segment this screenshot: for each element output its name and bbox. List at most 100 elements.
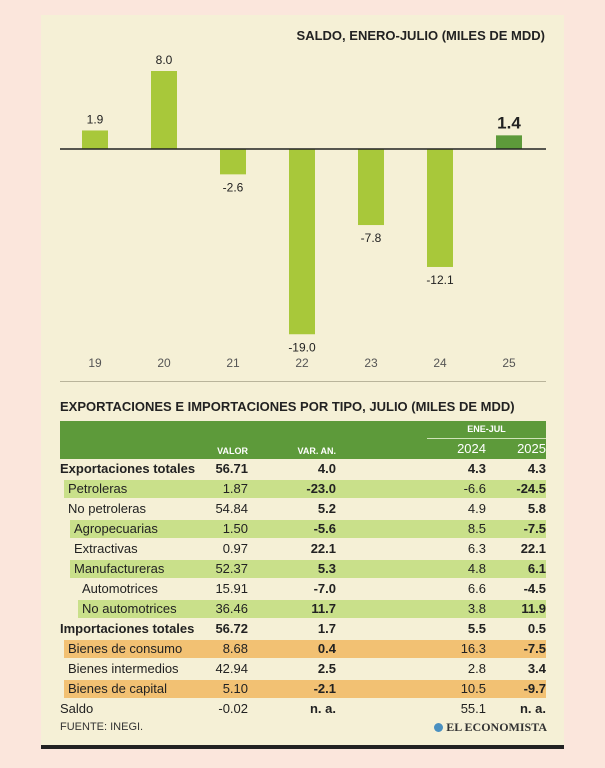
cell-2024: 4.3 — [467, 461, 486, 476]
cell-var: 1.7 — [317, 621, 336, 636]
cell-valor: 5.10 — [222, 681, 248, 696]
row-highlight — [64, 480, 546, 498]
table-row: Exportaciones totales 56.71 4.0 4.3 4.3 — [60, 459, 546, 479]
cell-valor: 1.50 — [222, 521, 248, 536]
cell-valor: 0.97 — [222, 541, 248, 556]
cell-2024: 55.1 — [460, 701, 486, 716]
cell-2024: 4.9 — [467, 501, 486, 516]
cell-valor: 54.84 — [215, 501, 248, 516]
table-row: Bienes intermedios 42.94 2.5 2.8 3.4 — [60, 659, 546, 679]
cell-var: 11.7 — [311, 601, 336, 616]
cell-var: -2.1 — [313, 681, 336, 696]
cell-valor: 36.46 — [215, 601, 248, 616]
cell-2025: -4.5 — [523, 581, 546, 596]
cell-var: 2.5 — [317, 661, 336, 676]
bar-21 — [220, 149, 246, 175]
cell-var: -23.0 — [306, 481, 336, 496]
table-row: No petroleras 54.84 5.2 4.9 5.8 — [60, 499, 546, 519]
logo-icon — [434, 723, 444, 732]
bar-22 — [289, 149, 315, 335]
group-header-ene-jul: ENE-JUL — [467, 424, 506, 434]
table-row: Bienes de capital 5.10 -2.1 10.5 -9.7 — [60, 679, 546, 699]
table-row: Automotrices 15.91 -7.0 6.6 -4.5 — [60, 579, 546, 599]
cell-valor: 52.37 — [215, 561, 248, 576]
x-tick-label: 20 — [157, 356, 171, 370]
cell-2025: 4.3 — [527, 461, 546, 476]
bar-25 — [496, 135, 522, 149]
cell-valor: 1.87 — [222, 481, 248, 496]
row-label: Manufactureras — [74, 561, 165, 576]
cell-2025: 11.9 — [521, 601, 546, 616]
data-label-25: 1.4 — [497, 113, 521, 132]
cell-var: 0.4 — [317, 641, 336, 656]
cell-2025: 6.1 — [527, 561, 546, 576]
section-divider — [60, 381, 546, 382]
table-row: Bienes de consumo 8.68 0.4 16.3 -7.5 — [60, 639, 546, 659]
header-valor: VALOR — [217, 446, 248, 456]
table-row: Importaciones totales 56.72 1.7 5.5 0.5 — [60, 619, 546, 639]
cell-2025: -7.5 — [523, 521, 546, 536]
data-label-22: -19.0 — [288, 340, 316, 354]
header-2024: 2024 — [457, 441, 486, 456]
table-row: Agropecuarias 1.50 -5.6 8.5 -7.5 — [60, 519, 546, 539]
cell-var: 22.1 — [310, 541, 336, 556]
cell-2025: -24.5 — [516, 481, 546, 496]
cell-2025: -7.5 — [523, 641, 546, 656]
cell-2024: 2.8 — [467, 661, 486, 676]
trade-table: ENE-JUL VALOR VAR. AN. 2024 2025 Exporta… — [60, 421, 546, 719]
row-label: Agropecuarias — [74, 521, 158, 536]
row-label: Extractivas — [74, 541, 138, 556]
bar-20 — [151, 71, 177, 149]
cell-2025: -9.7 — [523, 681, 546, 696]
cell-2025: 22.1 — [520, 541, 546, 556]
data-label-21: -2.6 — [223, 180, 244, 194]
source-note: FUENTE: INEGI. — [60, 721, 144, 733]
cell-var: -5.6 — [313, 521, 336, 536]
row-label: Saldo — [60, 701, 94, 716]
bar-23 — [358, 149, 384, 226]
cell-2025: n. a. — [519, 701, 546, 716]
row-label: Petroleras — [68, 481, 128, 496]
bar-24 — [427, 149, 453, 267]
group-header-rule — [427, 438, 546, 439]
cell-2024: 5.5 — [467, 621, 486, 636]
cell-var: 5.3 — [317, 561, 336, 576]
cell-valor: -0.02 — [218, 701, 248, 716]
row-highlight — [70, 560, 546, 578]
row-label: Bienes de consumo — [68, 641, 183, 656]
cell-valor: 15.91 — [215, 581, 248, 596]
cell-valor: 56.72 — [215, 621, 248, 636]
data-label-20: 8.0 — [156, 53, 173, 67]
cell-2024: 8.5 — [467, 521, 486, 536]
cell-var: n. a. — [309, 701, 336, 716]
table-body: Exportaciones totales 56.71 4.0 4.3 4.3 Petro… — [60, 459, 546, 719]
cell-2025: 3.4 — [527, 661, 546, 676]
row-highlight — [70, 520, 546, 538]
chart-title: SALDO, ENERO-JULIO (MILES DE MDD) — [296, 28, 545, 43]
table-row: Manufactureras 52.37 5.3 4.8 6.1 — [60, 559, 546, 579]
cell-var: -7.0 — [313, 581, 336, 596]
row-highlight — [78, 600, 546, 618]
cell-2024: -6.6 — [463, 481, 486, 496]
row-label: Bienes intermedios — [68, 661, 179, 676]
x-tick-label: 23 — [364, 356, 378, 370]
balance-bar-chart: 1.9 19 8.0 20 -2.6 21 -19.0 22 -7.8 23 -12.1 24 1.4 2… — [60, 53, 546, 370]
table-title: EXPORTACIONES E IMPORTACIONES POR TIPO, … — [60, 399, 515, 414]
data-label-23: -7.8 — [361, 231, 382, 245]
cell-var: 5.2 — [317, 501, 336, 516]
cell-2024: 16.3 — [460, 641, 486, 656]
table-header: ENE-JUL VALOR VAR. AN. 2024 2025 — [60, 421, 546, 459]
row-label: Exportaciones totales — [60, 461, 196, 476]
cell-valor: 42.94 — [215, 661, 248, 676]
data-label-19: 1.9 — [87, 112, 104, 126]
x-tick-label: 25 — [502, 356, 516, 370]
cell-2024: 6.3 — [467, 541, 486, 556]
cell-2024: 6.6 — [467, 581, 486, 596]
row-highlight — [64, 640, 546, 658]
infographic-card — [41, 15, 564, 745]
cell-valor: 8.68 — [222, 641, 248, 656]
row-highlight — [64, 680, 546, 698]
row-label: No petroleras — [68, 501, 147, 516]
cell-2025: 0.5 — [527, 621, 546, 636]
table-row: Petroleras 1.87 -23.0 -6.6 -24.5 — [60, 479, 546, 499]
